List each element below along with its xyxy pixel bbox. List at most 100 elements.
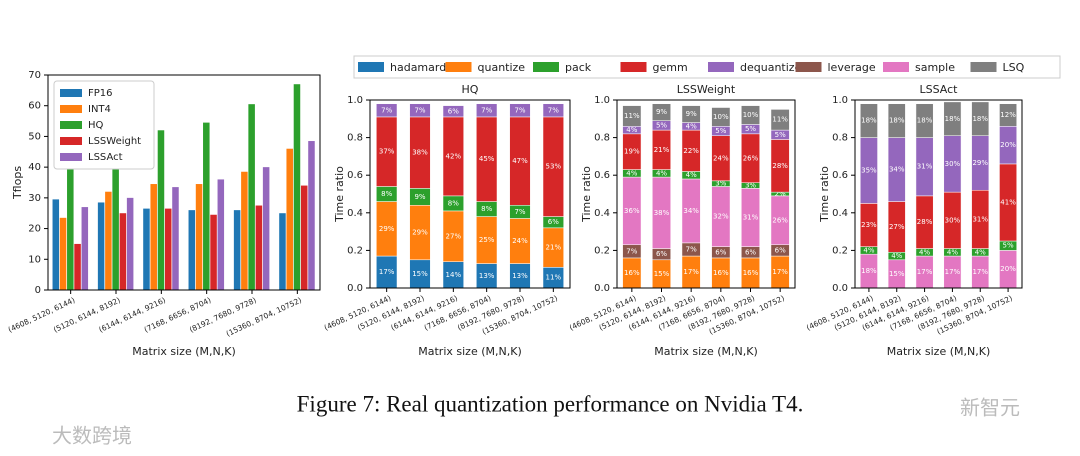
value-label: 18% <box>861 117 877 125</box>
value-label: 4% <box>947 248 958 256</box>
value-label: 5% <box>715 127 726 135</box>
legend-label: LSSAct <box>88 152 123 163</box>
value-label: 10% <box>743 111 759 119</box>
value-label: 9% <box>414 193 425 201</box>
plot-frame <box>854 99 1023 289</box>
value-label: 9% <box>656 108 667 116</box>
x-axis-label: Matrix size (M,N,K) <box>654 345 757 358</box>
value-label: 47% <box>512 157 528 165</box>
value-label: 6% <box>548 218 559 226</box>
bar <box>255 205 263 290</box>
chart-title: HQ <box>462 83 479 96</box>
y-tick-label: 60 <box>28 101 41 112</box>
legend-label: gemm <box>653 61 688 74</box>
legend-label: HQ <box>88 120 104 131</box>
bar-segment <box>442 105 464 118</box>
bar-segment <box>622 105 642 127</box>
value-label: 11% <box>546 274 562 282</box>
plot-frame <box>47 74 321 291</box>
y-tick-label: 0.4 <box>347 208 363 219</box>
legend-label: LSSWeight <box>88 136 141 147</box>
value-label: 25% <box>479 236 495 244</box>
bar-segment <box>887 103 906 138</box>
bar <box>293 84 301 290</box>
bar <box>97 202 105 290</box>
bar-segment <box>376 103 398 118</box>
value-label: 5% <box>745 125 756 133</box>
value-label: 31% <box>743 214 759 222</box>
bar-segment <box>711 107 731 127</box>
x-axis-label: Matrix size (M,N,K) <box>887 345 990 358</box>
legend-swatch <box>620 62 647 72</box>
value-label: 4% <box>686 122 697 130</box>
value-label: 18% <box>972 115 988 123</box>
bar <box>164 208 172 290</box>
bar <box>126 197 134 290</box>
y-tick-label: 0.8 <box>347 133 363 144</box>
bar-segment <box>476 103 498 118</box>
legend-label: sample <box>915 61 955 74</box>
bar-segment <box>409 103 431 118</box>
value-label: 4% <box>626 126 637 134</box>
plot-frame <box>616 99 796 289</box>
value-label: 11% <box>772 116 788 124</box>
legend-label: FP16 <box>88 88 113 99</box>
y-axis-label: Time ratio <box>333 166 346 223</box>
value-label: 18% <box>889 117 905 125</box>
value-label: 15% <box>889 270 905 278</box>
value-label: 3% <box>745 182 756 190</box>
value-label: 42% <box>446 152 462 160</box>
bar-segment <box>681 105 701 123</box>
value-label: 17% <box>379 268 395 276</box>
value-label: 8% <box>481 205 492 213</box>
value-label: 7% <box>626 247 637 255</box>
value-label: 6% <box>448 107 459 115</box>
y-tick-label: 20 <box>28 224 41 235</box>
bar <box>210 214 217 290</box>
bar-segment <box>652 103 671 121</box>
value-label: 8% <box>448 199 459 207</box>
value-label: 7% <box>548 106 559 114</box>
legend-swatch <box>533 62 559 72</box>
bar <box>157 130 165 290</box>
bar <box>172 187 179 290</box>
plot-frame <box>369 99 571 289</box>
bar <box>300 185 308 290</box>
y-tick-label: 1.0 <box>347 95 363 106</box>
value-label: 16% <box>713 269 729 277</box>
legend-swatch <box>60 89 82 97</box>
value-label: 11% <box>624 112 640 120</box>
value-label: 2% <box>775 190 786 198</box>
y-axis-label: Tflops <box>11 166 24 200</box>
value-label: 17% <box>945 268 961 276</box>
bar <box>105 191 112 290</box>
y-tick-label: 0.4 <box>594 208 610 219</box>
value-label: 17% <box>772 268 788 276</box>
legend-label: LSQ <box>1003 61 1025 74</box>
bar <box>233 210 241 290</box>
value-label: 7% <box>414 106 425 114</box>
value-label: 9% <box>686 110 697 118</box>
legend-swatch <box>60 105 82 113</box>
value-label: 18% <box>945 115 961 123</box>
y-tick-label: 0.2 <box>832 245 848 256</box>
y-tick-label: 0.8 <box>594 133 610 144</box>
chart-title: LSSWeight <box>677 83 736 96</box>
caption: Figure 7: Real quantization performance … <box>297 391 804 416</box>
value-label: 27% <box>889 223 905 231</box>
watermark: 大数跨境 <box>52 424 132 448</box>
value-label: 3% <box>715 180 726 188</box>
value-label: 14% <box>446 271 462 279</box>
legend-label: dequantize <box>740 61 802 74</box>
y-axis-label: Time ratio <box>580 166 593 223</box>
value-label: 4% <box>686 171 697 179</box>
x-axis-label: Matrix size (M,N,K) <box>132 345 235 358</box>
bar <box>286 148 293 290</box>
value-label: 15% <box>654 270 670 278</box>
value-label: 53% <box>546 163 562 171</box>
bar <box>67 157 74 290</box>
bar-segment <box>915 103 934 138</box>
y-tick-label: 0.8 <box>832 133 848 144</box>
y-tick-label: 1.0 <box>832 95 848 106</box>
legend-label: leverage <box>828 61 876 74</box>
